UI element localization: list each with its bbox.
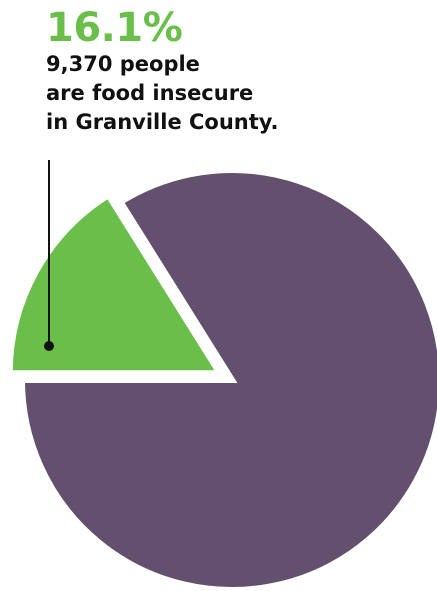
pie-slice-food-insecure [6,191,226,377]
pie-slice-remainder [18,167,437,591]
callout-percent: 16.1% [46,5,183,51]
callout-line-3: in Granville County. [46,110,279,134]
callout-leader-dot [44,341,54,351]
callout-line-1: 9,370 people [46,52,200,76]
pie-slices [6,167,437,591]
callout: 16.1% 9,370 people are food insecure in … [46,6,279,137]
callout-line-2: are food insecure [46,81,254,105]
